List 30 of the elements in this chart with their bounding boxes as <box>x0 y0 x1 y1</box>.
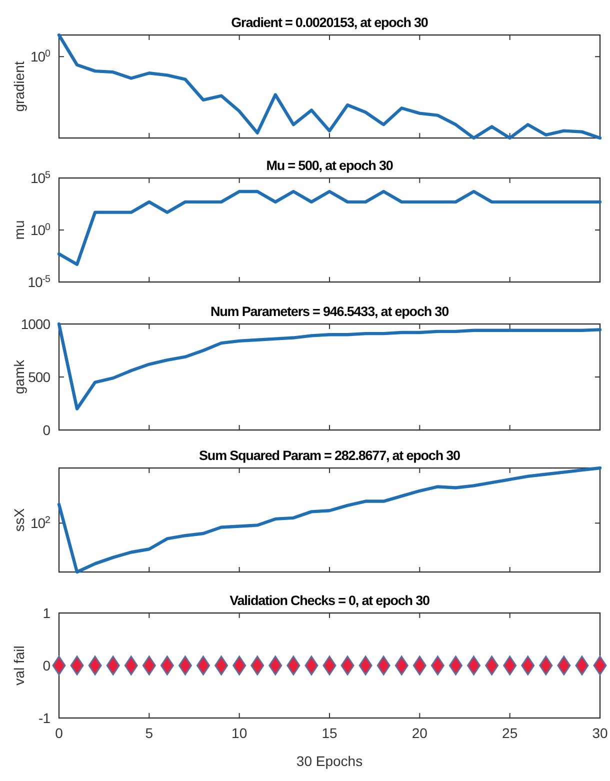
y-tick-label: 0 <box>42 422 51 438</box>
y-tick-label: -1 <box>38 710 51 726</box>
y-axis-title: gradient <box>11 61 27 112</box>
y-tick-label: 10$^{-5}$ <box>28 274 52 290</box>
chart-title: Num Parameters = 946.5433, at epoch 30 <box>210 304 449 319</box>
x-axis-title: 30 Epochs <box>296 753 363 769</box>
x-tick-label: 0 <box>55 725 64 741</box>
x-tick-label: 20 <box>412 725 428 741</box>
text: 10$^{2}$ <box>30 514 50 532</box>
y-axis-title: mu <box>11 220 27 240</box>
y-axis-title: val fail <box>11 646 27 686</box>
x-tick-label: 15 <box>322 725 338 741</box>
line-series <box>57 190 602 266</box>
y-tick-label: 10$^{0}$ <box>30 222 52 238</box>
y-tick-label: 0 <box>42 658 51 674</box>
y-tick-label: 1000 <box>20 316 51 332</box>
y-axis-title: ssX <box>11 508 27 532</box>
x-tick-label: 5 <box>145 725 154 741</box>
chart-title: Sum Squared Param = 282.8677, at epoch 30 <box>199 448 460 463</box>
y-tick-label: 1 <box>42 605 51 621</box>
y-tick-label: 10$^{5}$ <box>30 170 52 186</box>
chart-title: Validation Checks = 0, at epoch 30 <box>230 593 430 608</box>
x-tick-label: 10 <box>232 725 248 741</box>
chart-title: Mu = 500, at epoch 30 <box>266 158 393 173</box>
y-tick-label: 500 <box>28 369 51 385</box>
x-tick-label: 30 <box>592 725 608 741</box>
x-tick-label: 25 <box>502 725 518 741</box>
chart-title: Gradient = 0.0020153, at epoch 30 <box>231 15 428 30</box>
line-series <box>57 322 602 410</box>
y-axis-title: gamk <box>11 358 27 394</box>
